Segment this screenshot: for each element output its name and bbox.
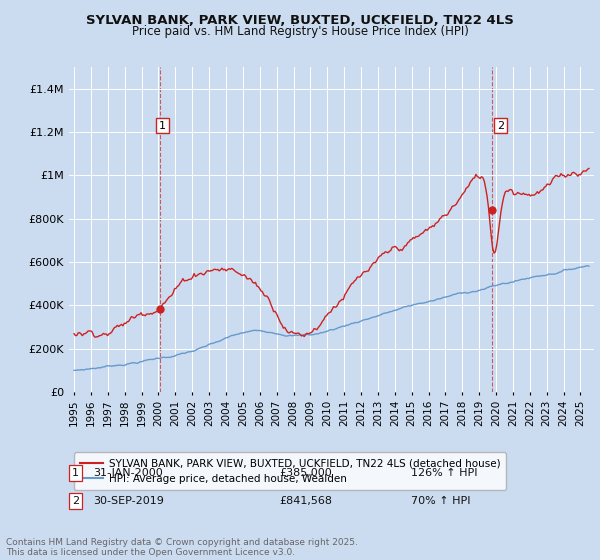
Text: 30-SEP-2019: 30-SEP-2019 (93, 496, 164, 506)
Text: 1: 1 (72, 468, 79, 478)
Text: SYLVAN BANK, PARK VIEW, BUXTED, UCKFIELD, TN22 4LS: SYLVAN BANK, PARK VIEW, BUXTED, UCKFIELD… (86, 14, 514, 27)
Text: 2: 2 (497, 120, 504, 130)
Text: £385,000: £385,000 (279, 468, 332, 478)
Text: Price paid vs. HM Land Registry's House Price Index (HPI): Price paid vs. HM Land Registry's House … (131, 25, 469, 38)
Text: 1: 1 (159, 120, 166, 130)
Legend: SYLVAN BANK, PARK VIEW, BUXTED, UCKFIELD, TN22 4LS (detached house), HPI: Averag: SYLVAN BANK, PARK VIEW, BUXTED, UCKFIELD… (74, 452, 506, 490)
Text: 31-JAN-2000: 31-JAN-2000 (93, 468, 163, 478)
Text: 70% ↑ HPI: 70% ↑ HPI (411, 496, 470, 506)
Text: 126% ↑ HPI: 126% ↑ HPI (411, 468, 478, 478)
Text: 2: 2 (72, 496, 79, 506)
Text: £841,568: £841,568 (279, 496, 332, 506)
Text: Contains HM Land Registry data © Crown copyright and database right 2025.
This d: Contains HM Land Registry data © Crown c… (6, 538, 358, 557)
